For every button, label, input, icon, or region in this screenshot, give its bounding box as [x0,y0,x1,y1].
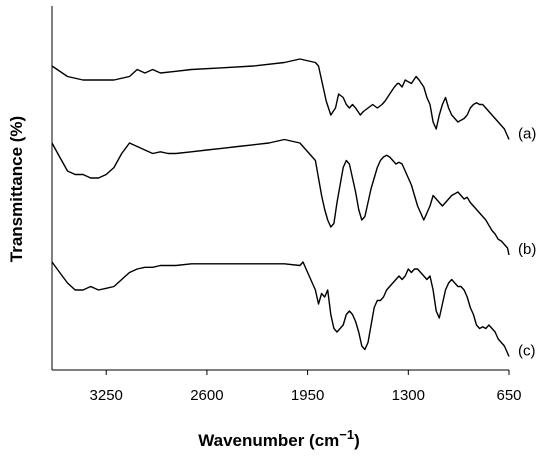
x-axis-label-main: Wavenumber (cm [198,431,339,450]
x-tick-label: 1950 [291,387,324,404]
series-label-2: (b) [518,241,536,258]
series-line-3 [51,261,510,357]
series-label-3: (c) [518,343,536,360]
x-tick-label: 3250 [90,387,123,404]
series-line-2 [51,138,510,256]
series-label-1: (a) [518,126,536,143]
x-axis-label: Wavenumber (cm−1) [198,427,360,450]
x-axis-label-close: ) [354,431,360,450]
series-layer: (a) (b) (c) [51,58,536,360]
x-tick-label: 1300 [392,387,425,404]
x-tick-label: 650 [496,387,521,404]
x-axis-label-exponent: −1 [339,427,354,442]
x-axis-ticks: 3250 2600 1950 1300 650 [90,370,522,404]
series-line-1 [51,58,510,140]
x-tick-label: 2600 [190,387,223,404]
y-axis-label: Transmittance (%) [7,116,26,262]
